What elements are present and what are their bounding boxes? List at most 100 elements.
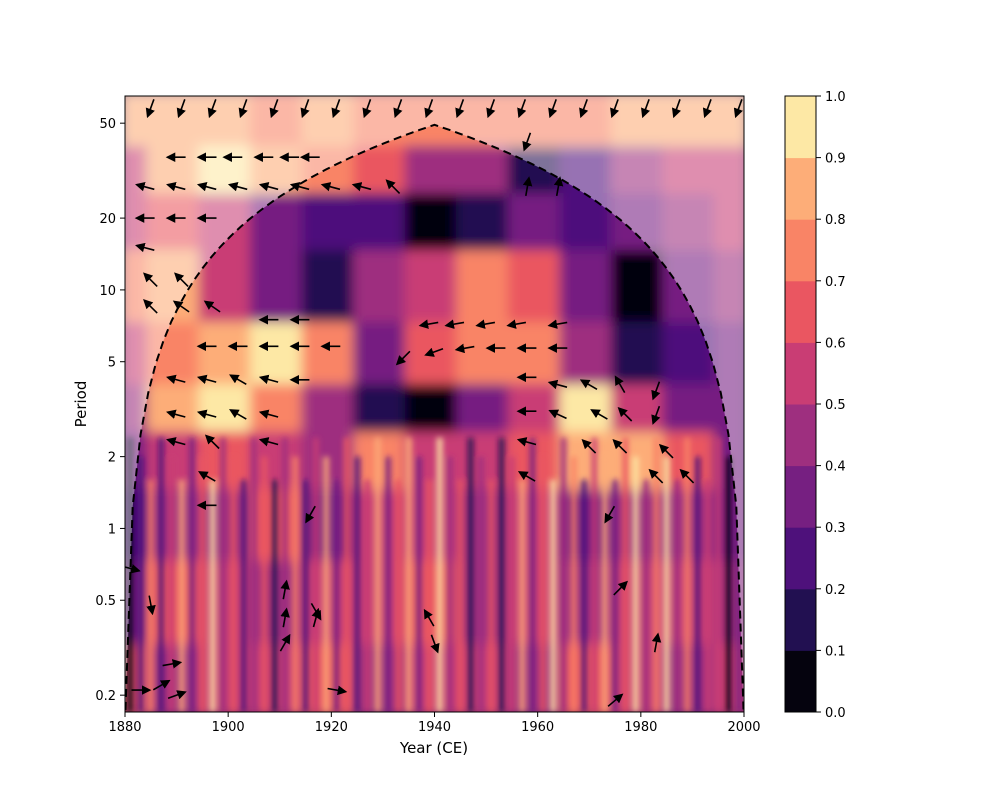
coherence-cell <box>249 250 310 330</box>
phase-arrow <box>135 242 155 253</box>
phase-arrow <box>651 405 661 425</box>
coherence-cell <box>714 145 744 202</box>
coherence-cell <box>146 488 207 569</box>
coherence-streak <box>519 479 526 712</box>
coherence-streak <box>467 437 474 712</box>
coherence-cell <box>559 643 620 712</box>
coherence-cell <box>611 193 671 259</box>
coherence-streak <box>178 479 185 712</box>
coherence-cell <box>611 145 671 202</box>
coherence-cell <box>353 488 413 569</box>
coherence-streak <box>395 479 402 712</box>
phase-arrow <box>590 409 608 420</box>
phase-arrow <box>475 319 496 329</box>
phase-arrow <box>641 99 651 119</box>
coherence-cell <box>456 488 516 569</box>
phase-arrow <box>229 409 247 420</box>
phase-arrow <box>651 381 661 401</box>
phase-arrow <box>172 300 190 313</box>
x-tick-label: 1960 <box>521 720 554 735</box>
coherence-cell <box>301 643 362 712</box>
coherence-streak <box>673 479 680 712</box>
coherence-cell <box>301 193 362 259</box>
phase-arrow <box>579 99 589 119</box>
coherence-cell <box>611 560 671 652</box>
colorbar-tick-label: 1.0 <box>825 90 846 105</box>
coherence-streak <box>612 479 619 712</box>
coherence-cell <box>198 643 258 712</box>
coherence-streak <box>312 437 319 712</box>
phase-arrow <box>430 634 440 654</box>
phase-arrow <box>198 471 216 482</box>
phase-arrow <box>143 299 158 314</box>
coherence-cell <box>353 384 413 440</box>
phase-arrow <box>203 300 221 313</box>
coherence-streak <box>715 437 722 712</box>
x-tick-label: 1980 <box>624 720 657 735</box>
colorbar-level <box>785 157 816 220</box>
phase-arrow <box>279 633 291 652</box>
coherence-streak <box>560 437 567 712</box>
coherence-streak <box>653 437 660 712</box>
phase-arrow <box>196 374 217 385</box>
coherence-cell <box>404 643 465 712</box>
coherence-cell <box>507 488 568 569</box>
coherence-streak <box>684 437 691 712</box>
colorbar-level <box>785 588 816 651</box>
cone-of-influence-line <box>125 123 744 712</box>
phase-arrow <box>176 99 186 119</box>
phase-arrow <box>166 374 186 385</box>
phase-arrow <box>671 99 682 119</box>
coherence-cell <box>301 321 362 393</box>
colorbar-tick-label: 0.4 <box>825 460 846 475</box>
y-axis-label: Period <box>72 381 90 428</box>
coherence-streak <box>199 456 206 712</box>
coherence-cell <box>456 431 516 497</box>
coherence-cell <box>662 431 723 497</box>
phase-arrow <box>125 564 141 574</box>
coherence-cell <box>198 560 258 652</box>
phase-arrow <box>280 579 290 600</box>
colorbar-tick-label: 0.6 <box>825 336 846 351</box>
coherence-streak <box>302 479 309 712</box>
colorbar-tick-label: 0.3 <box>825 521 846 536</box>
coherence-cell <box>146 193 207 259</box>
colorbar-level <box>785 219 816 282</box>
coherence-streak <box>663 456 670 712</box>
coherence-cell <box>353 145 413 202</box>
phase-arrow <box>424 99 434 119</box>
coherence-streak <box>622 437 629 712</box>
coherence-streak <box>426 479 433 712</box>
phase-arrow <box>517 471 536 482</box>
phase-arrow <box>238 99 248 119</box>
coherence-cell <box>559 96 620 154</box>
coherence-cell <box>611 96 671 154</box>
coherence-cell <box>507 384 568 440</box>
coherence-cell <box>507 193 568 259</box>
coherence-streak <box>529 437 536 712</box>
coherence-cell <box>249 321 310 393</box>
coherence-cell <box>714 321 744 393</box>
phase-arrow <box>548 99 558 119</box>
colorbar: 0.0 0.1 0.2 0.3 0.4 0.5 0.6 0.7 0.8 0.9 1.0 <box>784 90 846 721</box>
coherence-cell <box>249 560 310 652</box>
coherence-cell <box>611 250 671 330</box>
coherence-cell <box>404 193 465 259</box>
phase-arrow <box>258 437 279 447</box>
phase-arrow <box>289 182 310 192</box>
colorbar-level <box>785 96 816 159</box>
coherence-cell <box>404 250 465 330</box>
coherence-streak <box>292 456 299 712</box>
phase-arrow <box>207 99 217 119</box>
phase-arrow <box>362 99 372 119</box>
coherence-streak <box>385 456 392 712</box>
phase-arrow <box>614 375 626 393</box>
coherence-streak <box>735 479 742 712</box>
phase-arrow <box>658 443 674 459</box>
x-tick-label: 2000 <box>727 720 760 735</box>
colorbar-level <box>785 404 816 467</box>
coherence-streak <box>343 437 350 712</box>
coherence-cell <box>456 384 516 440</box>
coherence-cell <box>146 250 207 330</box>
y-tick-label: 2 <box>108 451 116 466</box>
